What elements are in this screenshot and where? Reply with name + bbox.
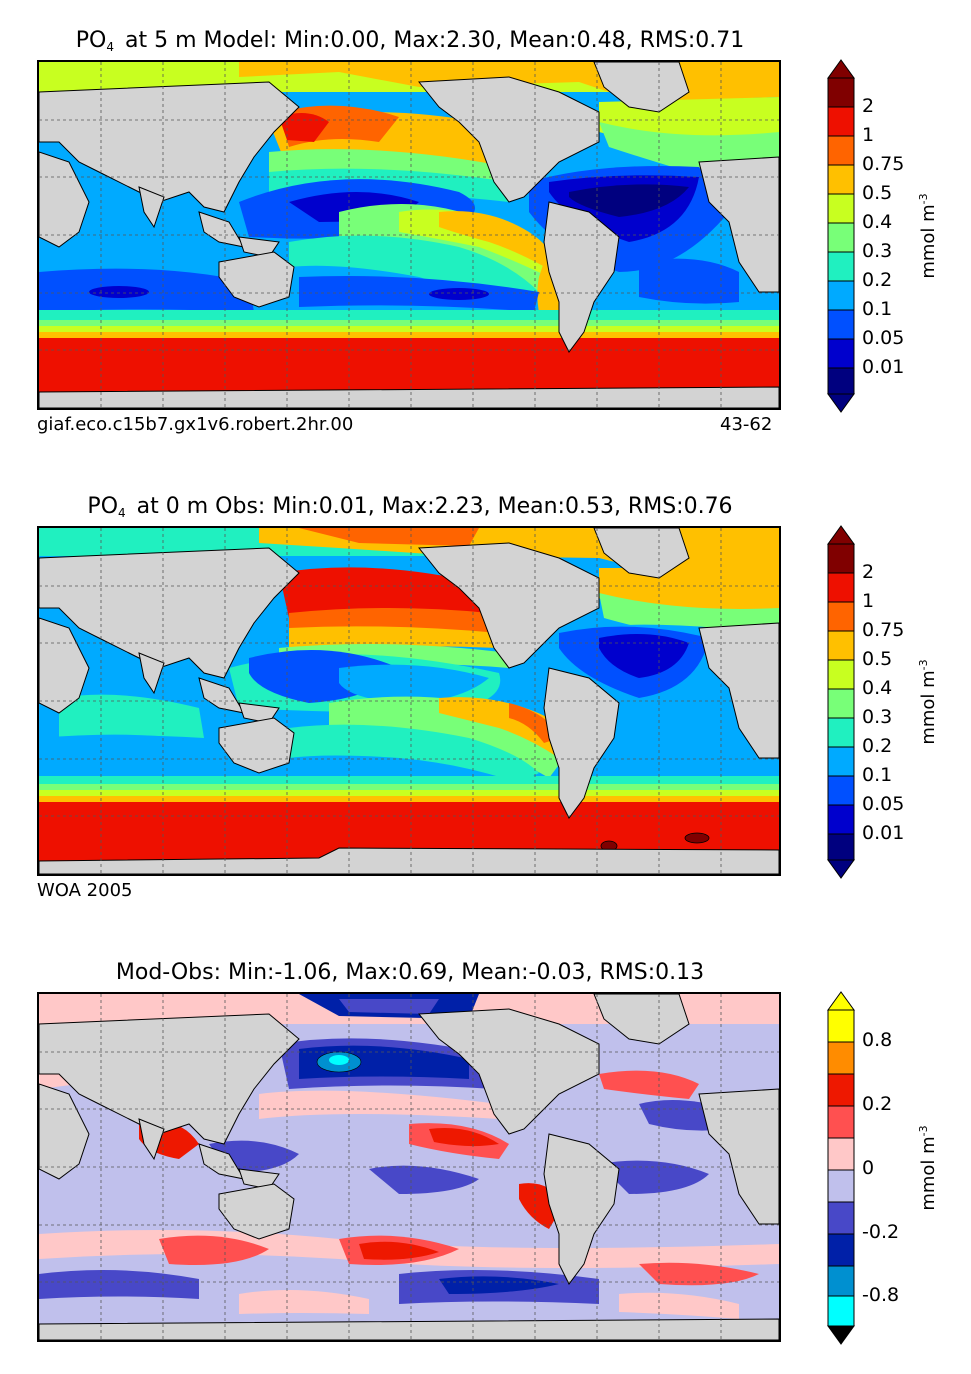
model-colorbar (827, 59, 855, 413)
diff-cb-tick: 0.8 (862, 1029, 893, 1051)
obs-colorbar (827, 525, 855, 879)
diff-cb-tick: 0.2 (862, 1093, 893, 1115)
model-cb-tick: 1 (862, 124, 875, 146)
obs-cb-tick: 0.2 (862, 735, 893, 757)
obs-caption: WOA 2005 (37, 880, 133, 901)
diff-map-svg (39, 994, 779, 1340)
obs-cb-tick: 0.1 (862, 764, 893, 786)
model-years-caption: 43-62 (720, 414, 773, 435)
obs-cb-tick: 0.3 (862, 706, 893, 728)
obs-cb-unit: mmol m-3 (917, 659, 939, 745)
obs-map (37, 526, 781, 876)
diff-colorbar (827, 991, 855, 1345)
obs-cb-tick: 0.05 (862, 793, 905, 815)
model-caption: giaf.eco.c15b7.gx1v6.robert.2hr.00 (37, 414, 354, 435)
model-cb-tick: 0.3 (862, 240, 893, 262)
model-cb-tick: 0.2 (862, 269, 893, 291)
diff-map (37, 992, 781, 1342)
obs-map-svg (39, 528, 779, 874)
model-cb-tick: 0.75 (862, 153, 905, 175)
model-cb-tick: 0.01 (862, 356, 905, 378)
panel3-title: Mod-Obs: Min:-1.06, Max:0.69, Mean:-0.03… (115, 960, 705, 985)
panel2-title: PO4 at 0 m Obs: Min:0.01, Max:2.23, Mean… (87, 494, 733, 520)
model-cb-tick: 0.05 (862, 327, 905, 349)
obs-cb-tick: 0.75 (862, 619, 905, 641)
model-map (37, 60, 781, 410)
diff-cb-tick: -0.8 (862, 1284, 900, 1306)
model-cb-tick: 0.1 (862, 298, 893, 320)
obs-cb-tick: 1 (862, 590, 875, 612)
diff-cb-unit: mmol m-3 (917, 1125, 939, 1211)
model-cb-tick: 0.5 (862, 182, 893, 204)
panel1-title: PO4 at 5 m Model: Min:0.00, Max:2.30, Me… (75, 28, 745, 54)
model-cb-tick: 0.4 (862, 211, 893, 233)
obs-cb-tick: 2 (862, 561, 875, 583)
model-cb-unit: mmol m-3 (917, 193, 939, 279)
model-cb-tick: 2 (862, 95, 875, 117)
obs-cb-tick: 0.01 (862, 822, 905, 844)
obs-cb-tick: 0.4 (862, 677, 893, 699)
model-map-svg (39, 62, 779, 408)
obs-cb-tick: 0.5 (862, 648, 893, 670)
diff-cb-tick: 0 (862, 1157, 875, 1179)
diff-cb-tick: -0.2 (862, 1221, 900, 1243)
